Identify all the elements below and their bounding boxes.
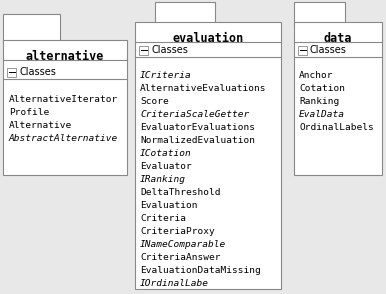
Text: EvalData: EvalData (299, 110, 345, 119)
Text: CriteriaAnswer: CriteriaAnswer (140, 253, 220, 262)
Text: alternative: alternative (26, 51, 104, 64)
Text: Score: Score (140, 97, 169, 106)
Text: IOrdinalLabe: IOrdinalLabe (140, 279, 209, 288)
Text: Alternative: Alternative (9, 121, 72, 130)
Bar (3, 14, 60, 44)
Text: INameComparable: INameComparable (140, 240, 226, 249)
Text: AlternativeEvaluations: AlternativeEvaluations (140, 84, 266, 93)
Text: OrdinalLabels: OrdinalLabels (299, 123, 374, 132)
Text: NormalizedEvaluation: NormalizedEvaluation (140, 136, 255, 145)
Text: ICriteria: ICriteria (140, 71, 192, 80)
Text: CriteriaProxy: CriteriaProxy (140, 227, 215, 236)
Text: EvaluatorEvaluations: EvaluatorEvaluations (140, 123, 255, 132)
Text: Evaluator: Evaluator (140, 162, 192, 171)
Text: Evaluation: Evaluation (140, 201, 198, 210)
Text: AlternativeIterator: AlternativeIterator (9, 95, 118, 104)
Bar (155, 2, 215, 26)
Bar (294, 22, 382, 175)
Text: DeltaThreshold: DeltaThreshold (140, 188, 220, 197)
Bar (135, 22, 281, 289)
Text: Criteria: Criteria (140, 214, 186, 223)
Bar (3, 40, 127, 175)
Text: EvaluationDataMissing: EvaluationDataMissing (140, 266, 261, 275)
Text: Classes: Classes (19, 67, 56, 77)
Text: Ranking: Ranking (299, 97, 339, 106)
Bar (298, 46, 307, 54)
Text: ICotation: ICotation (140, 149, 192, 158)
Text: Classes: Classes (151, 45, 188, 55)
Bar (139, 46, 148, 54)
Bar (7, 68, 16, 76)
Text: Anchor: Anchor (299, 71, 334, 80)
Text: Cotation: Cotation (299, 84, 345, 93)
Text: CriteriaScaleGetter: CriteriaScaleGetter (140, 110, 249, 119)
Text: Classes: Classes (310, 45, 347, 55)
Text: IRanking: IRanking (140, 175, 186, 184)
Text: AbstractAlternative: AbstractAlternative (9, 134, 118, 143)
Text: data: data (324, 31, 352, 44)
Text: Profile: Profile (9, 108, 49, 117)
Bar (294, 2, 345, 26)
Text: evaluation: evaluation (173, 31, 244, 44)
